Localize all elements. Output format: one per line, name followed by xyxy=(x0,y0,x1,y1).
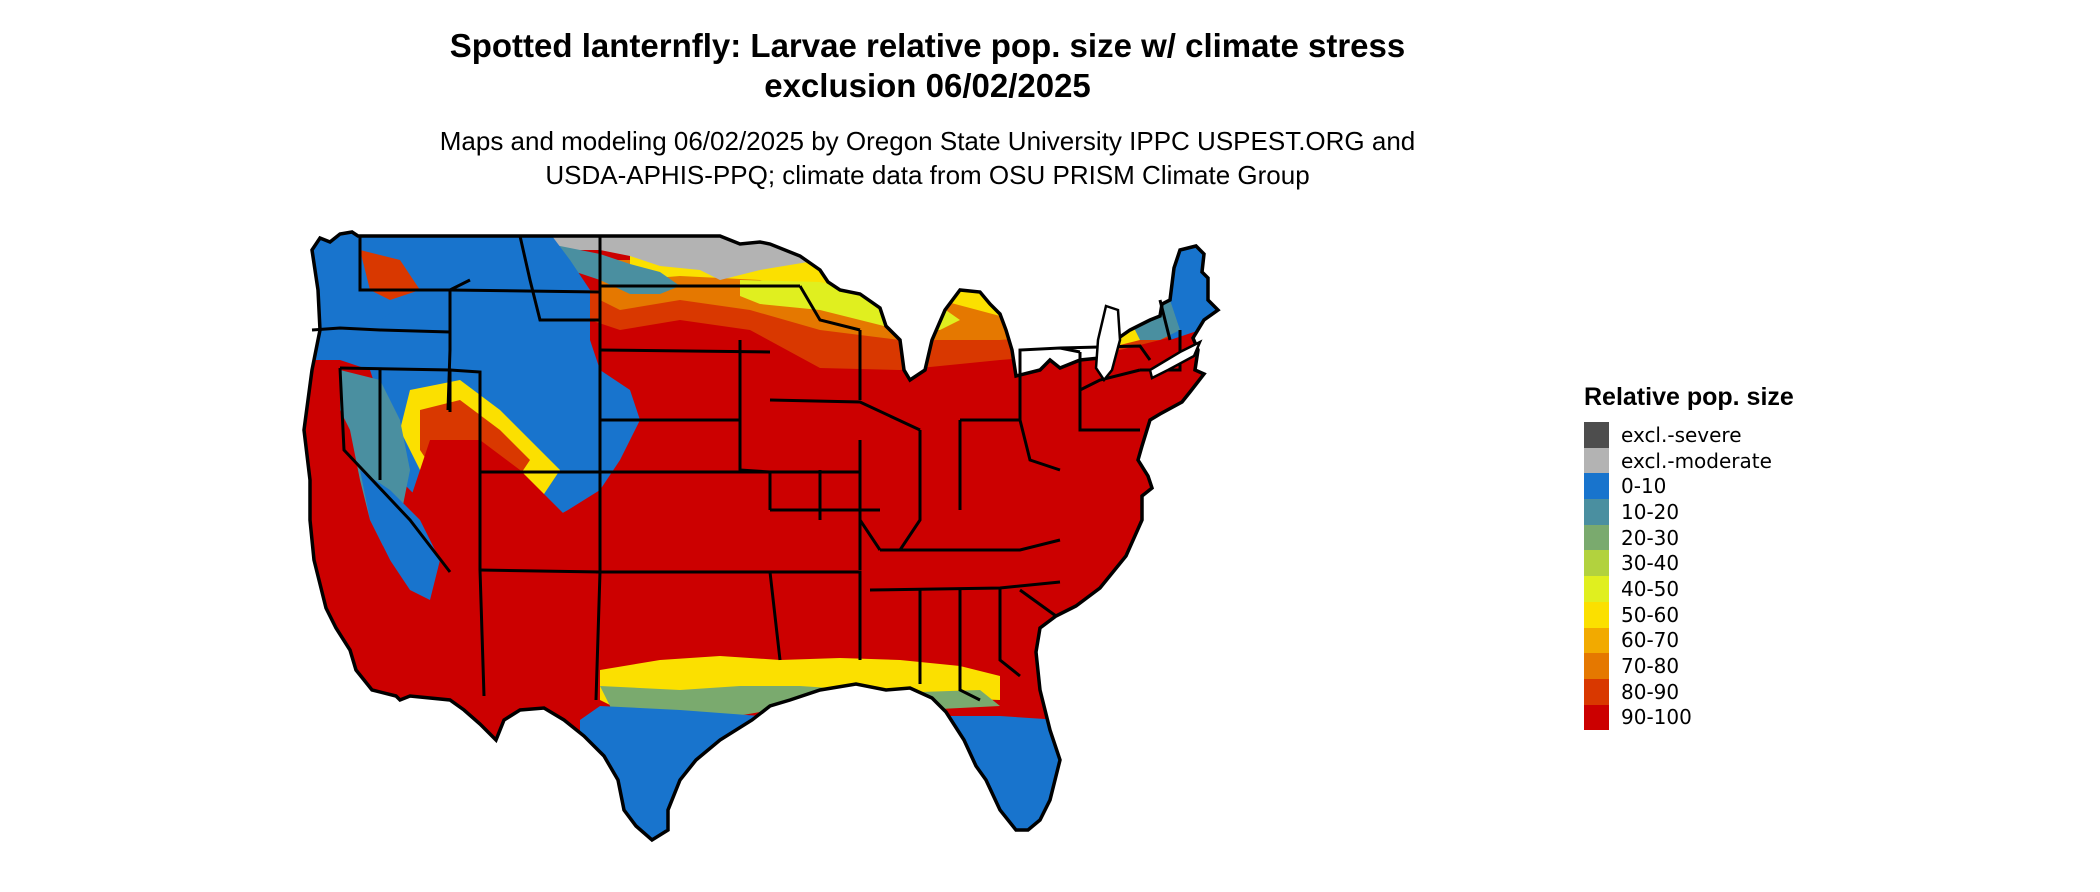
legend-title: Relative pop. size xyxy=(1584,383,1794,411)
legend-swatch xyxy=(1584,627,1609,654)
map-subtitle: Maps and modeling 06/02/2025 by Oregon S… xyxy=(0,124,1855,192)
state-boundaries xyxy=(311,235,1182,702)
legend-item: 30-40 xyxy=(1584,550,1794,577)
legend-item: 80-90 xyxy=(1584,678,1794,705)
map-title-line-1: Spotted lanternfly: Larvae relative pop.… xyxy=(449,27,1406,64)
legend-label: 0-10 xyxy=(1621,474,1667,499)
map-fill-layer xyxy=(304,232,1218,840)
region-10-20-north xyxy=(530,240,680,294)
legend-swatch xyxy=(1584,601,1609,628)
legend-swatch xyxy=(1584,678,1609,705)
legend-swatch xyxy=(1584,447,1609,474)
lake-michigan xyxy=(1094,304,1122,383)
legend-item: excl.-moderate xyxy=(1584,447,1794,474)
map-subtitle-line-1: Maps and modeling 06/02/2025 by Oregon S… xyxy=(439,126,1416,156)
map-title: Spotted lanternfly: Larvae relative pop.… xyxy=(0,26,1855,106)
map-title-line-2: exclusion 06/02/2025 xyxy=(764,67,1091,104)
legend-label: 70-80 xyxy=(1621,654,1680,679)
legend-item: 40-50 xyxy=(1584,576,1794,602)
legend-item: 20-30 xyxy=(1584,524,1794,551)
legend-swatch xyxy=(1584,422,1609,448)
legend-label: 30-40 xyxy=(1621,551,1680,576)
legend-swatch xyxy=(1584,499,1609,525)
legend-swatch xyxy=(1584,473,1609,500)
legend: Relative pop. size excl.-severe excl.-mo… xyxy=(1584,382,1794,731)
lake-erie xyxy=(1148,339,1203,380)
legend-swatch xyxy=(1584,576,1609,602)
legend-swatch xyxy=(1584,550,1609,577)
region-80-90-oregon xyxy=(360,250,420,300)
legend-item: 10-20 xyxy=(1584,499,1794,525)
legend-item: 60-70 xyxy=(1584,627,1794,654)
us-map xyxy=(302,230,1220,842)
legend-swatch xyxy=(1584,653,1609,679)
region-0-10-gulf xyxy=(580,706,1060,840)
legend-label: excl.-severe xyxy=(1621,422,1742,447)
region-0-10-maine xyxy=(1160,260,1218,340)
map-subtitle-line-2: USDA-APHIS-PPQ; climate data from OSU PR… xyxy=(545,160,1310,190)
legend-item: 90-100 xyxy=(1584,704,1794,731)
legend-swatch xyxy=(1584,704,1609,731)
legend-label: 50-60 xyxy=(1621,602,1680,627)
legend-swatch xyxy=(1584,524,1609,551)
legend-items: excl.-severe excl.-moderate 0-10 10-20 2… xyxy=(1584,422,1794,731)
legend-label: 80-90 xyxy=(1621,679,1680,704)
legend-label: 40-50 xyxy=(1621,576,1680,601)
legend-label: 90-100 xyxy=(1621,705,1692,730)
great-lakes xyxy=(1094,304,1203,383)
legend-label: 20-30 xyxy=(1621,525,1680,550)
legend-item: 0-10 xyxy=(1584,473,1794,500)
region-90-100-southwest xyxy=(410,440,600,690)
legend-item: excl.-severe xyxy=(1584,422,1794,448)
legend-label: 60-70 xyxy=(1621,628,1680,653)
legend-item: 70-80 xyxy=(1584,653,1794,679)
legend-item: 50-60 xyxy=(1584,601,1794,628)
region-0-10-nevada xyxy=(360,470,440,600)
legend-label: excl.-moderate xyxy=(1621,448,1772,473)
legend-label: 10-20 xyxy=(1621,499,1680,524)
